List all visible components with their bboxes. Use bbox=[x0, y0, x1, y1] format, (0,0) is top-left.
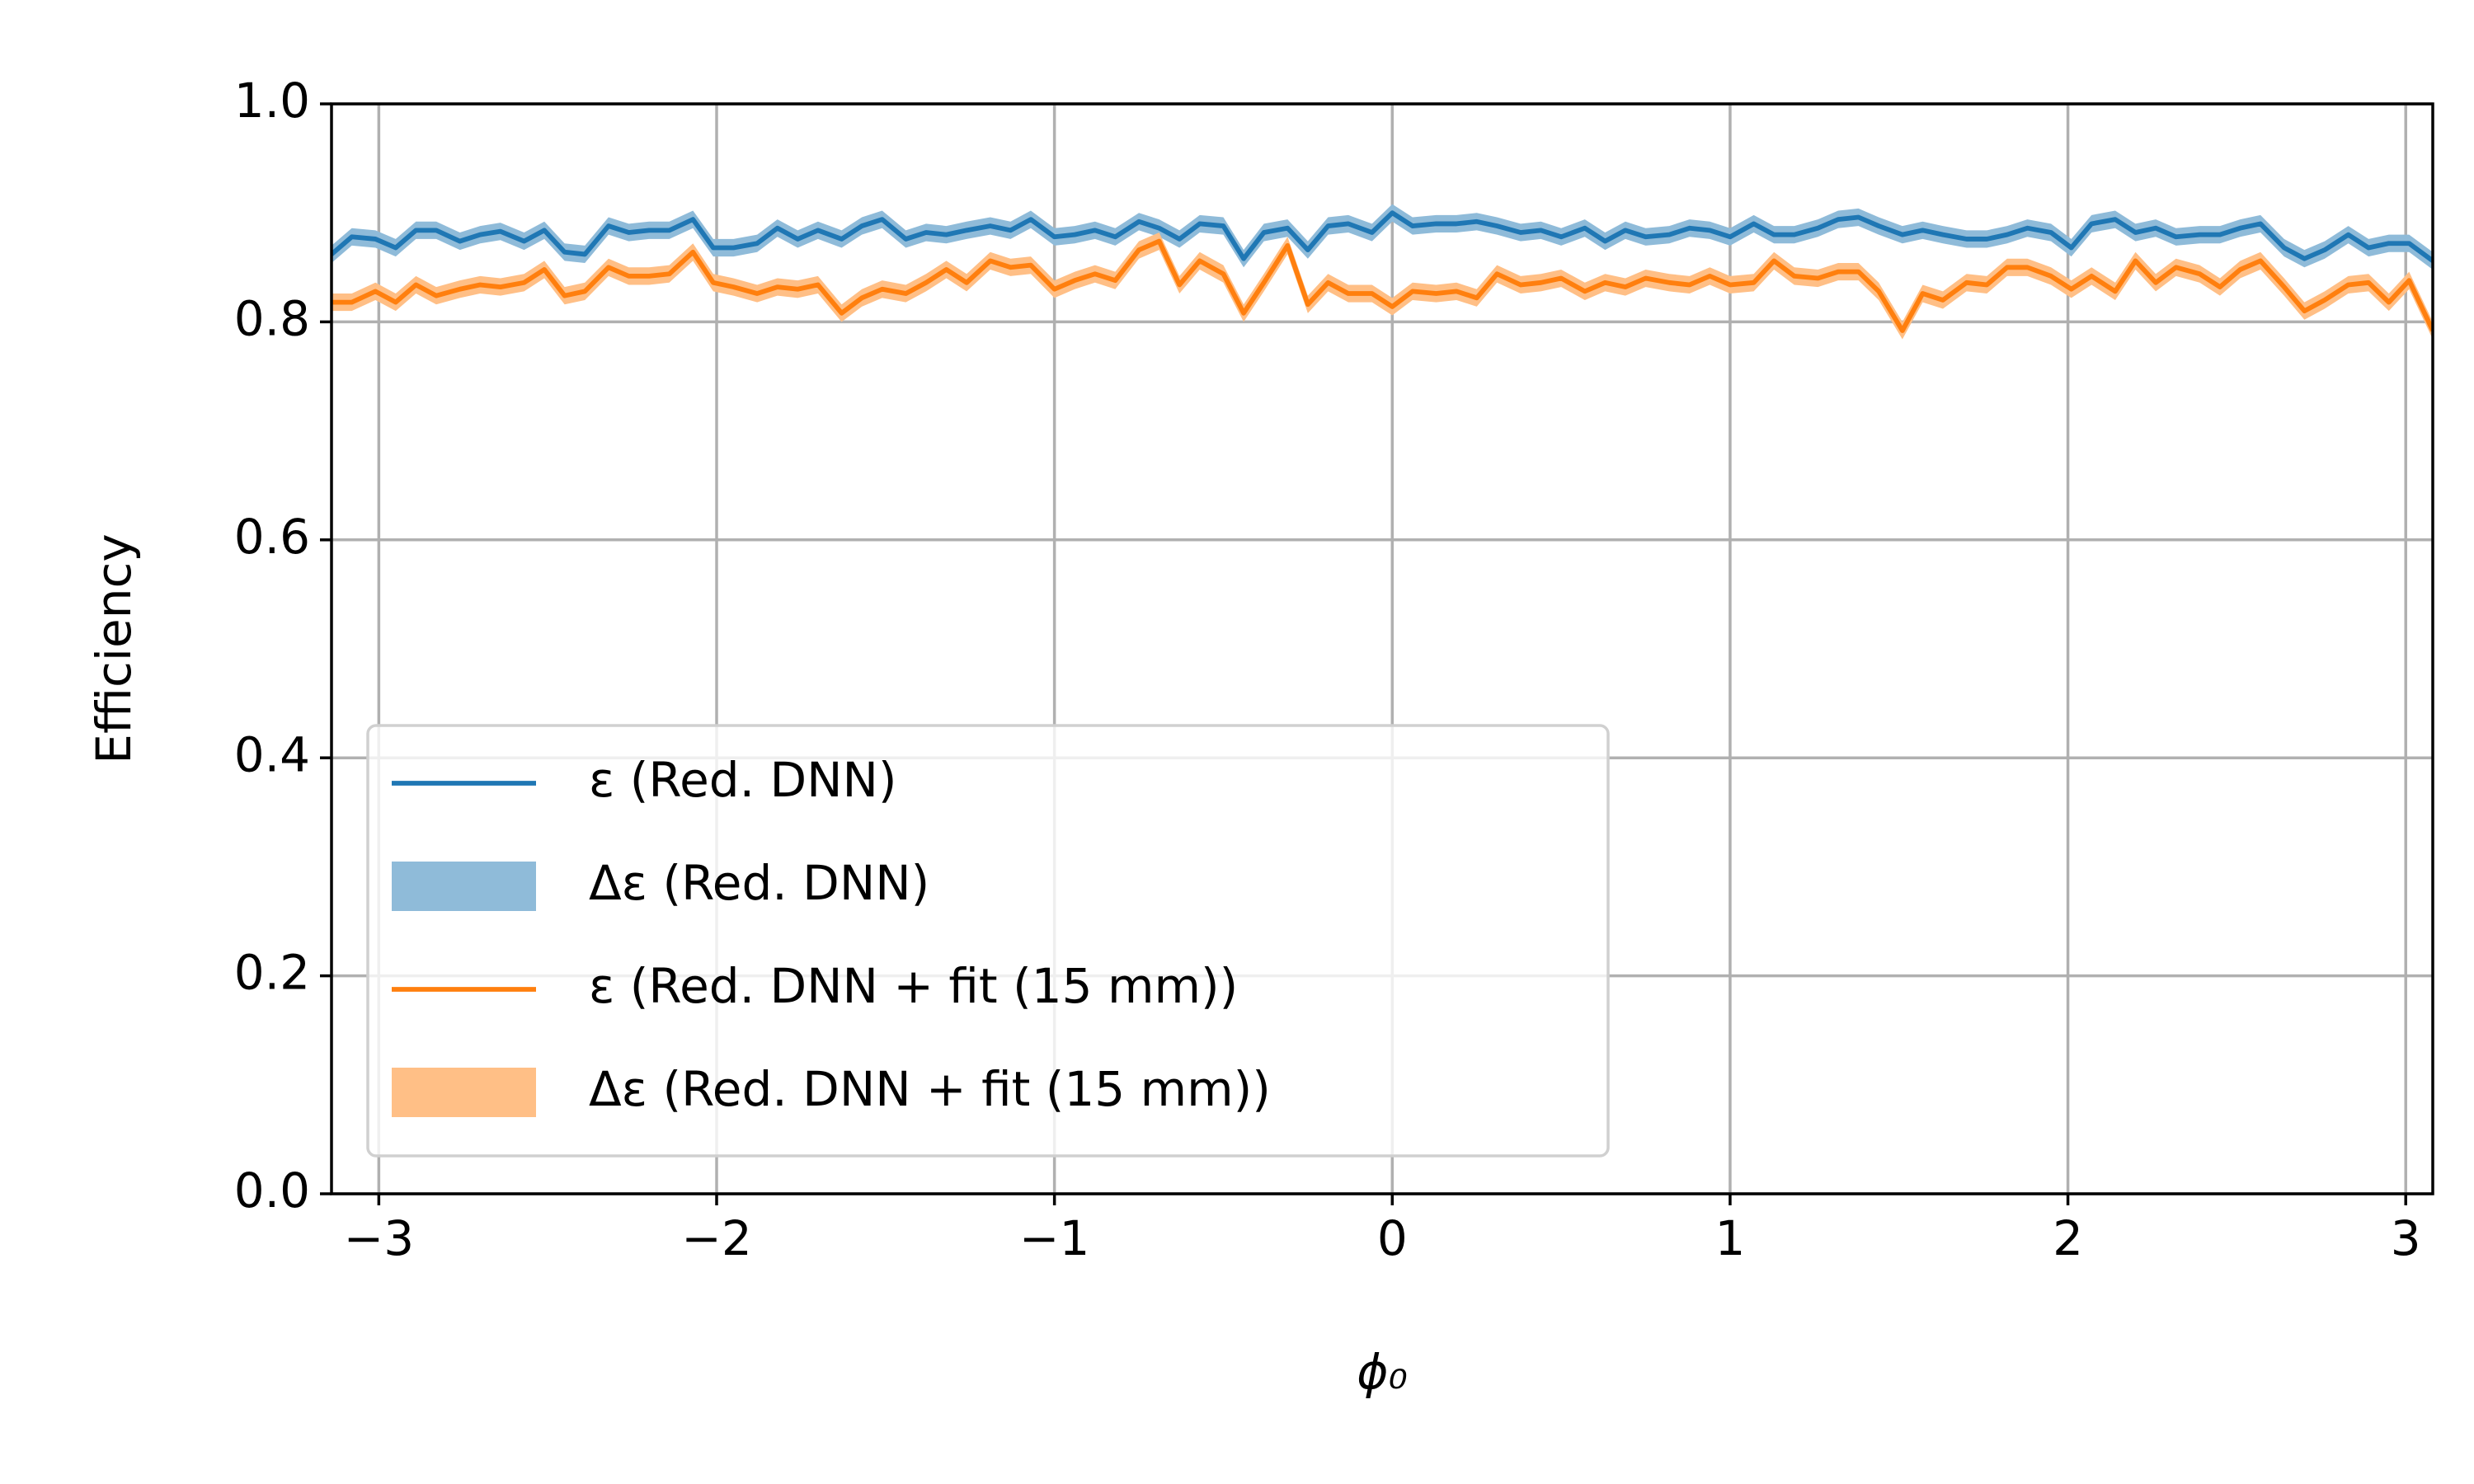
series-line bbox=[332, 238, 2433, 333]
legend-patch bbox=[392, 1068, 536, 1117]
series-line bbox=[332, 210, 2433, 263]
legend-label: Δε (Red. DNN) bbox=[589, 855, 929, 911]
ticks: −3 −2 −1 0 1 2 3 0.0 0.2 0.4 0.6 0.8 1.0 bbox=[234, 73, 2421, 1266]
legend-label: ε (Red. DNN + fit (15 mm)) bbox=[589, 958, 1238, 1014]
x-tick-label: 3 bbox=[2391, 1210, 2421, 1266]
x-tick-label: −2 bbox=[681, 1210, 752, 1266]
plot-area bbox=[332, 204, 2433, 340]
y-tick-label: 0.8 bbox=[234, 291, 310, 347]
y-axis-label: Efficiency bbox=[86, 533, 142, 763]
legend: ε (Red. DNN) Δε (Red. DNN) ε (Red. DNN + f… bbox=[366, 724, 1610, 1158]
x-tick-label: 0 bbox=[1377, 1210, 1408, 1266]
x-tick-label: −3 bbox=[344, 1210, 415, 1266]
legend-frame bbox=[366, 724, 1610, 1158]
x-tick-label: −1 bbox=[1019, 1210, 1090, 1266]
y-tick-label: 0.6 bbox=[234, 509, 310, 565]
axes-frame bbox=[330, 102, 2434, 1195]
error-band bbox=[332, 204, 2433, 270]
y-tick-label: 0.2 bbox=[234, 945, 310, 1001]
x-tick-label: 1 bbox=[1714, 1210, 1745, 1266]
legend-patch bbox=[392, 862, 536, 911]
x-axis-label: ϕ₀ bbox=[1357, 1344, 1408, 1400]
y-tick-label: 0.0 bbox=[234, 1162, 310, 1219]
error-band bbox=[332, 232, 2433, 340]
y-tick-label: 0.4 bbox=[234, 726, 310, 782]
legend-label: Δε (Red. DNN + fit (15 mm)) bbox=[589, 1061, 1271, 1117]
y-tick-label: 1.0 bbox=[234, 73, 310, 129]
x-tick-label: 2 bbox=[2053, 1210, 2083, 1266]
legend-label: ε (Red. DNN) bbox=[589, 752, 897, 808]
